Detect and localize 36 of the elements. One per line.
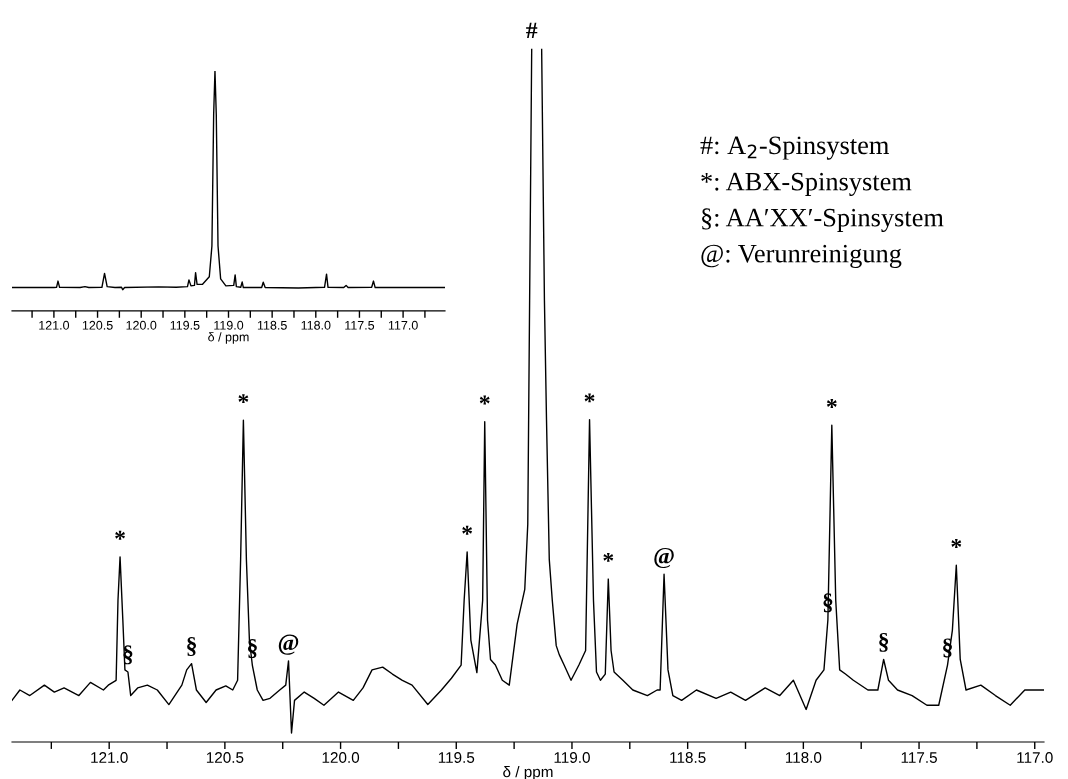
x-tick-label: 117.0 [1017,752,1053,763]
annotation: § [187,637,196,657]
x-tick-label: 121.0 [91,752,128,763]
annotation: @ [654,547,674,569]
annotation: * [238,394,249,404]
annotation: * [115,530,125,540]
x-tick-label: 120.0 [322,752,360,763]
x-axis-title: δ / ppm [208,332,249,344]
x-tick-label: 119.5 [170,320,200,330]
annotation: * [584,393,595,403]
x-tick-label: 120.5 [206,752,244,763]
annotation: # [526,22,538,39]
x-tick-label: 119.5 [438,752,475,763]
annotation: * [826,398,837,408]
x-tick-label: 120.0 [126,320,157,330]
annotation: * [951,539,962,548]
x-tick-label: 118.5 [670,752,706,763]
x-tick-label: 121.0 [39,320,70,330]
annotation: @: Verunreinigung [701,244,902,268]
x-tick-label: 118.0 [301,320,331,330]
annotation: *: ABX-Spinsystem [701,172,912,196]
annotation: § [879,632,889,652]
annotation: #: A$_{2}$-Spinsystem [700,136,889,160]
x-tick-label: 119.0 [214,320,244,330]
annotation: * [603,552,614,562]
x-tick-label: 119.0 [554,752,590,763]
annotation: * [479,395,490,405]
annotation: @ [278,634,299,655]
annotation: §: AA′XX′-Spinsystem [702,208,944,232]
x-tick-label: 117.5 [901,752,937,763]
x-tick-label: 117.0 [388,320,418,330]
annotation: * [462,525,473,535]
x-tick-label: 118.5 [257,320,287,330]
x-tick-label: 117.5 [345,321,375,330]
x-tick-label: 120.5 [82,320,113,330]
x-tick-label: 118.0 [785,752,822,763]
